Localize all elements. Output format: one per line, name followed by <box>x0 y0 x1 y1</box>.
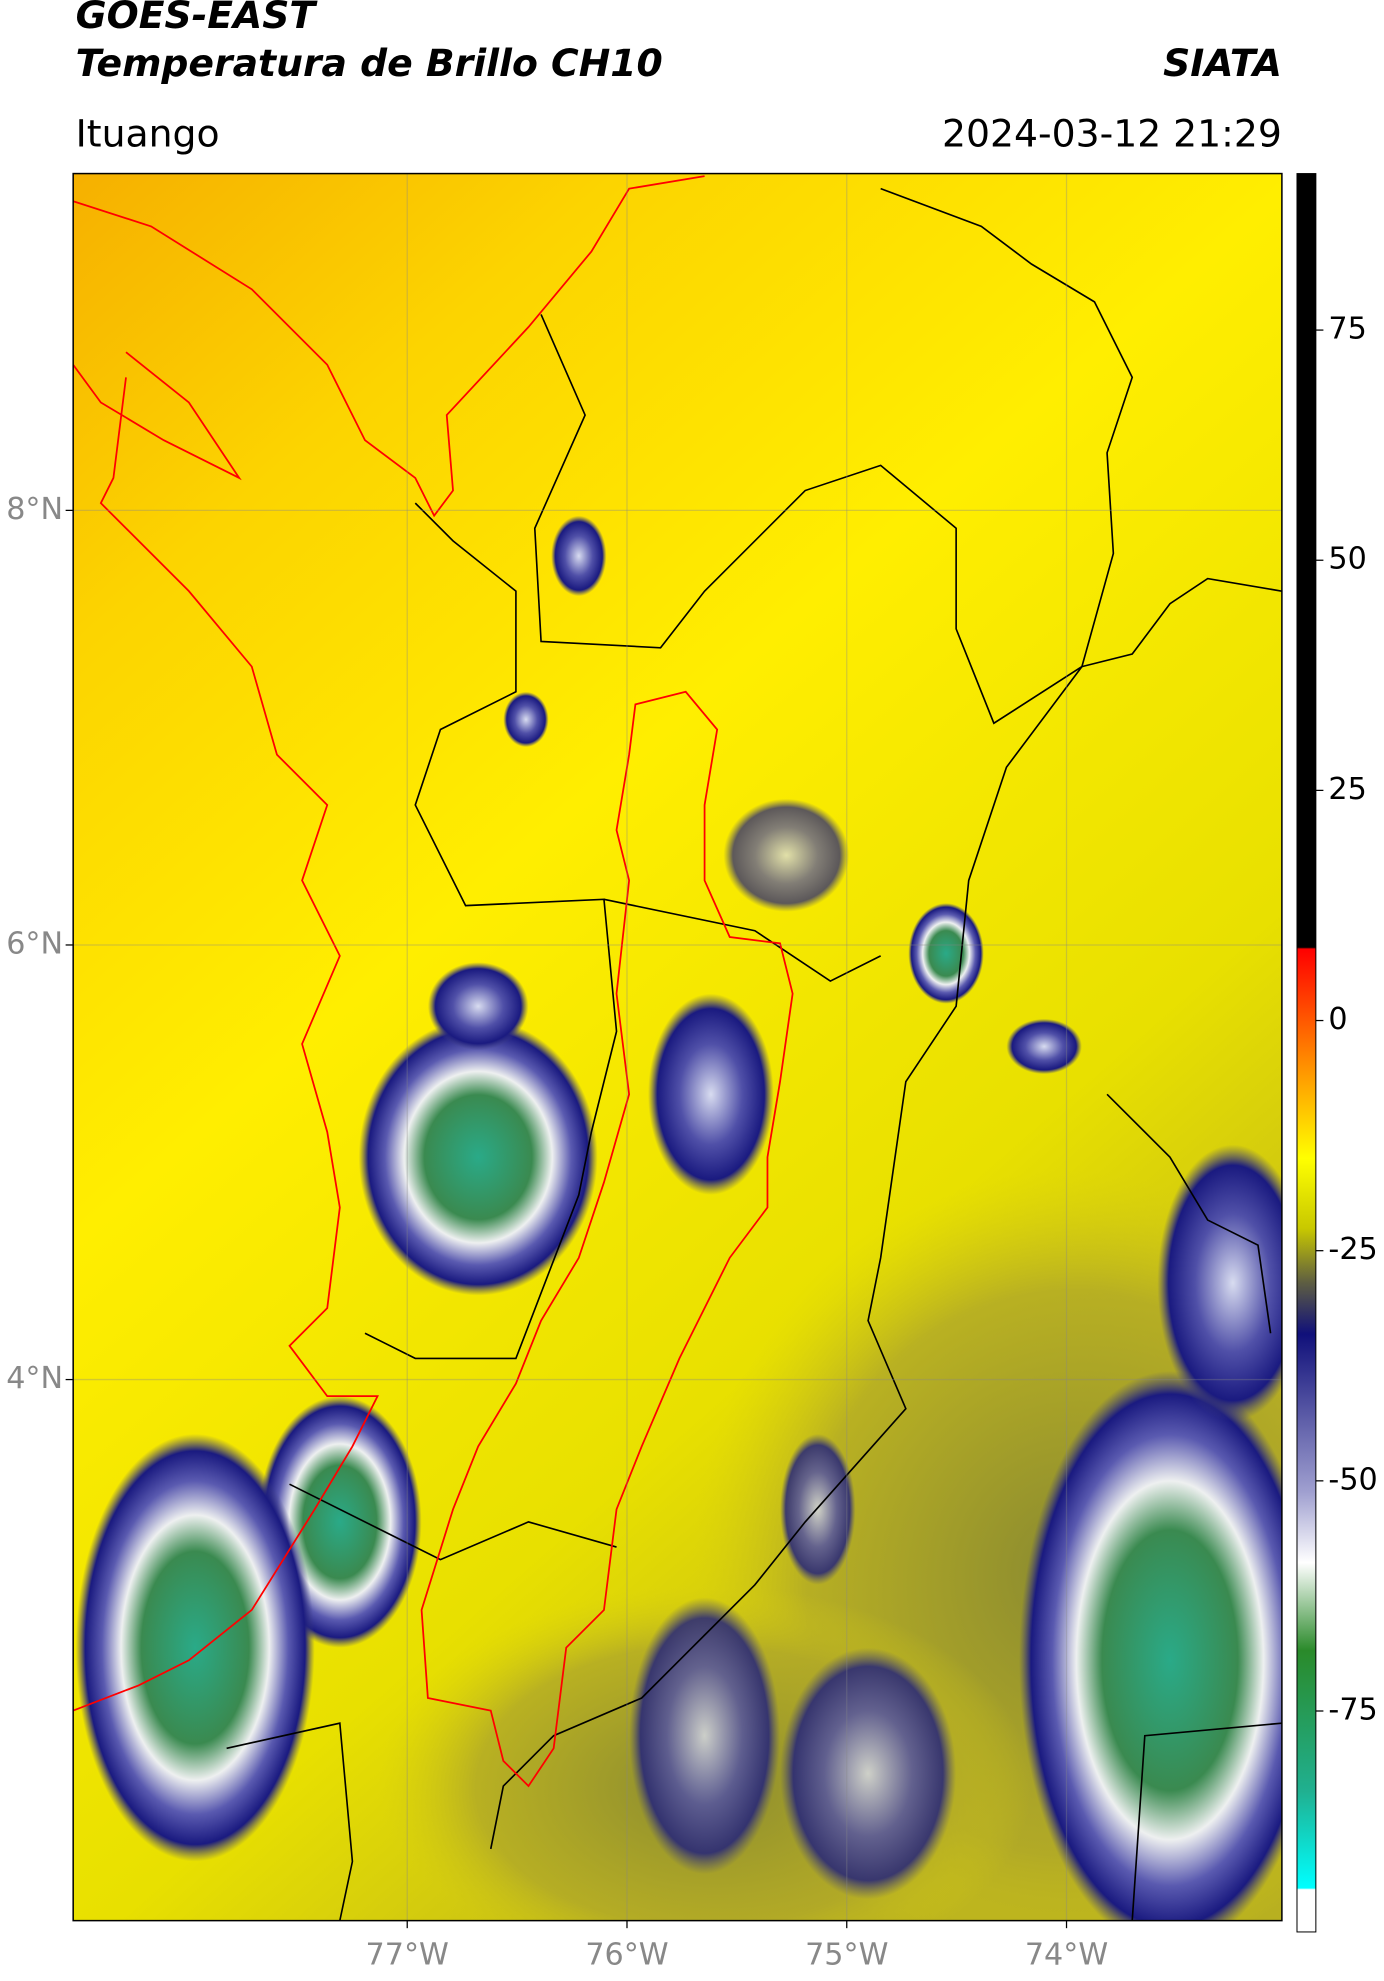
satellite: GOES-EAST <box>76 0 319 37</box>
colorbar-label: -75 <box>1328 1692 1377 1727</box>
storm-cloud <box>1157 1144 1282 1422</box>
y-tick-label: 4°N <box>6 1361 63 1396</box>
colorbar-label: 25 <box>1328 772 1366 807</box>
storm-cloud <box>908 903 984 1004</box>
storm-cloud <box>780 1433 856 1585</box>
colorbar-label: 0 <box>1328 1002 1347 1037</box>
map <box>73 173 1282 1921</box>
storm-cloud <box>780 1647 957 1900</box>
region-outlines <box>73 175 794 1788</box>
x-tick-label: 77°W <box>366 1937 449 1972</box>
agency: SIATA <box>1163 41 1282 85</box>
storm-cloud <box>551 515 607 597</box>
product: Temperatura de Brillo CH10 <box>76 41 663 85</box>
storm-cloud <box>1006 1018 1082 1075</box>
datetime: 2024-03-12 21:29 <box>942 111 1282 155</box>
storm-cloud <box>1019 1371 1282 1921</box>
colorbar-label: 75 <box>1328 312 1366 347</box>
borders <box>226 187 1282 1921</box>
colorbar-label: 50 <box>1328 542 1366 577</box>
storm-cloud <box>427 962 529 1051</box>
x-tick-label: 76°W <box>585 1937 668 1972</box>
map-frame <box>72 172 1283 1922</box>
y-tick-label: 6°N <box>6 926 63 961</box>
location: Ituango <box>76 111 220 155</box>
x-tick-label: 74°W <box>1025 1937 1108 1972</box>
colorbar <box>1296 173 1317 1933</box>
ticks: 77°W 76°W 75°W 74°W 8°N 6°N 4°N 75 50 25 0 -25 -50 -7… <box>6 312 1377 1973</box>
storm-cloud <box>503 691 549 748</box>
colorbar-label: -25 <box>1328 1232 1377 1267</box>
colorbar-label: -50 <box>1328 1462 1377 1497</box>
y-tick-label: 8°N <box>6 492 63 527</box>
storm-cloud <box>723 798 850 912</box>
x-tick-label: 75°W <box>805 1937 888 1972</box>
storm-cloud <box>647 993 774 1195</box>
storm-cloud <box>358 1018 598 1296</box>
storm-cloud <box>629 1597 781 1875</box>
storm-cloud <box>75 1433 315 1862</box>
